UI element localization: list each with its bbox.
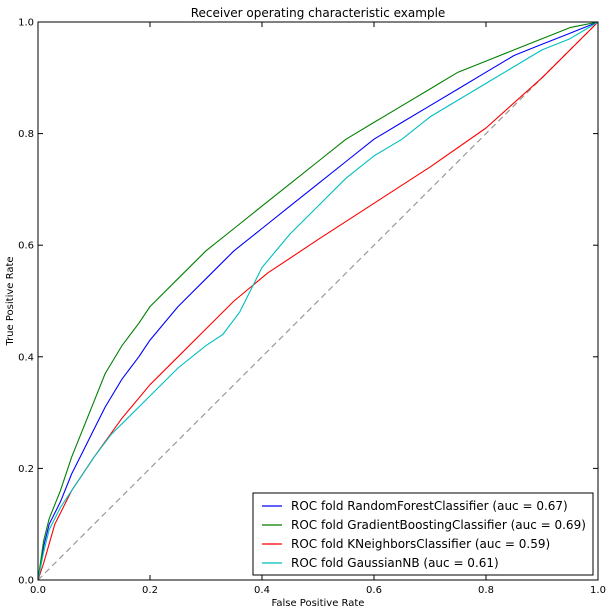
x-tick-label: 0.0: [30, 585, 46, 596]
legend-label-2: ROC fold GradientBoostingClassifier (auc…: [291, 518, 586, 532]
plot-area: [37, 21, 599, 581]
x-tick-label: 1.0: [590, 585, 606, 596]
x-tick-label: 0.8: [478, 585, 494, 596]
roc-series-line-1: [37, 21, 599, 581]
x-tick-label: 0.6: [366, 585, 382, 596]
y-tick-label: 0.8: [18, 129, 34, 140]
roc-series-line-4: [37, 21, 599, 581]
plot-frame: [37, 21, 599, 581]
chance-diagonal-line: [37, 21, 599, 581]
y-tick-label: 0.4: [18, 352, 34, 363]
y-tick-label: 0.0: [18, 576, 34, 587]
legend-box: [252, 492, 594, 576]
legend-label-3: ROC fold KNeighborsClassifier (auc = 0.5…: [291, 537, 550, 551]
x-axis-label: False Positive Rate: [272, 598, 365, 609]
y-tick-label: 1.0: [18, 18, 34, 29]
roc-series-line-3: [37, 21, 599, 581]
roc-series-line-2: [37, 21, 599, 581]
y-axis-label: True Positive Rate: [5, 256, 16, 346]
legend-label-4: ROC fold GaussianNB (auc = 0.61): [291, 556, 499, 570]
legend: ROC fold RandomForestClassifier (auc = 0…: [252, 492, 594, 576]
y-tick-label: 0.2: [18, 464, 34, 475]
legend-label-1: ROC fold RandomForestClassifier (auc = 0…: [291, 499, 568, 513]
axes: 0.0 0.2 0.4 0.6 0.8 1.0 0.0 0.2 0.4 0.6 0.8 1.0: [18, 18, 606, 597]
y-tick-label: 0.6: [18, 241, 34, 252]
x-tick-label: 0.2: [142, 585, 158, 596]
chart-title: Receiver operating characteristic exampl…: [191, 6, 446, 20]
x-tick-label: 0.4: [254, 585, 270, 596]
